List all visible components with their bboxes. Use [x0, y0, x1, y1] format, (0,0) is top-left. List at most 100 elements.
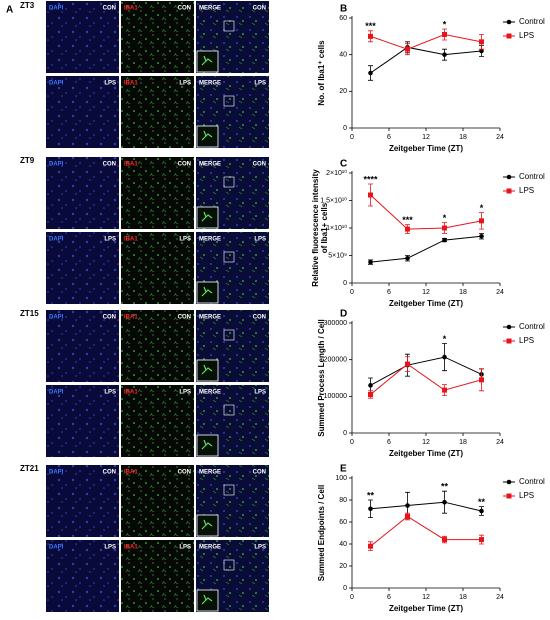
condition-label: CON: [178, 315, 191, 321]
legend-label: LPS: [519, 491, 534, 500]
inset-frame: [196, 434, 219, 457]
condition-label: LPS: [104, 81, 116, 87]
data-point: [479, 39, 484, 45]
panel-letter: A: [6, 5, 13, 16]
legend-label: LPS: [519, 31, 534, 40]
x-tick-label: 12: [422, 289, 430, 296]
time-label: ZT3: [20, 1, 35, 10]
significance: *: [443, 334, 447, 344]
x-tick-label: 24: [496, 134, 504, 141]
micrograph: [121, 310, 194, 382]
data-point: [405, 46, 410, 52]
channel-label: IBA1: [124, 390, 138, 396]
x-tick-label: 0: [350, 134, 354, 141]
y-tick-label: 60: [339, 15, 347, 22]
condition-label: LPS: [104, 237, 116, 243]
channel-label: IBA1: [124, 6, 138, 12]
x-axis-label: Zeitgeber Time (ZT): [389, 144, 463, 153]
y-axis-label: of Iba1+ cells: [320, 202, 329, 253]
micrograph: [46, 310, 119, 382]
y-tick-label: 1×10¹⁰: [326, 224, 347, 232]
inset-frame: [196, 359, 219, 382]
y-tick-label: 100: [335, 475, 347, 482]
inset-frame: [196, 514, 219, 537]
channel-label: IBA1: [124, 162, 138, 168]
legend-label: Control: [519, 477, 545, 486]
condition-label: CON: [253, 6, 266, 12]
data-point: [368, 70, 373, 76]
series-line: [370, 235, 482, 263]
condition-label: CON: [253, 470, 266, 476]
y-tick-label: 80: [339, 497, 347, 504]
inset-frame: [196, 206, 219, 229]
inset-source: [223, 329, 235, 341]
data-point: [368, 383, 373, 388]
condition-label: LPS: [254, 545, 266, 551]
series-line: [370, 363, 482, 395]
inset-source: [223, 176, 235, 188]
inset-frame: [196, 125, 219, 148]
time-label: ZT9: [20, 156, 35, 165]
x-tick-label: 18: [459, 134, 467, 141]
series-line: [370, 46, 482, 74]
x-tick-label: 18: [459, 439, 467, 446]
inset-frame: [196, 589, 219, 612]
channel-label: MERGE: [199, 470, 221, 476]
micrograph: [46, 465, 119, 537]
channel-label: DAPI: [49, 315, 64, 321]
legend-marker: [506, 33, 512, 39]
condition-label: CON: [103, 315, 116, 321]
condition-label: LPS: [179, 390, 191, 396]
channel-label: MERGE: [199, 81, 221, 87]
panel-letter: C: [340, 159, 347, 170]
panel-letter: E: [340, 464, 347, 475]
significance: **: [478, 497, 486, 507]
inset-frame: [196, 50, 219, 73]
significance: *: [443, 19, 447, 29]
inset-source: [223, 20, 235, 32]
y-tick-label: 20: [339, 563, 347, 570]
inset-source: [223, 251, 235, 263]
data-point: [405, 514, 410, 519]
series-line: [370, 356, 482, 386]
series-line: [370, 194, 482, 230]
channel-label: MERGE: [199, 545, 221, 551]
time-label: ZT21: [20, 464, 39, 473]
channel-label: DAPI: [49, 81, 64, 87]
channel-label: IBA1: [124, 470, 138, 476]
x-tick-label: 18: [459, 289, 467, 296]
data-point: [479, 508, 484, 514]
y-tick-label: 0: [343, 280, 347, 287]
legend-label: Control: [519, 17, 545, 26]
y-tick-label: 0: [343, 125, 347, 132]
condition-label: CON: [103, 6, 116, 12]
data-point: [479, 377, 484, 383]
legend-label: Control: [519, 322, 545, 331]
panel-letter: D: [340, 309, 347, 320]
data-point: [368, 392, 373, 397]
legend-marker: [506, 19, 512, 25]
condition-label: LPS: [254, 390, 266, 396]
data-point: [442, 537, 447, 543]
channel-label: MERGE: [199, 315, 221, 321]
x-tick-label: 0: [350, 289, 354, 296]
micrograph: [46, 1, 119, 73]
condition-label: LPS: [104, 545, 116, 551]
significance: *: [480, 203, 484, 213]
legend-marker: [506, 188, 512, 194]
data-point: [442, 32, 447, 37]
channel-label: DAPI: [49, 470, 64, 476]
y-tick-label: 40: [339, 52, 347, 59]
x-tick-label: 24: [496, 289, 504, 296]
condition-label: CON: [178, 162, 191, 168]
inset-source: [223, 404, 235, 416]
micrograph: [121, 232, 194, 304]
x-tick-label: 12: [422, 134, 430, 141]
data-point: [368, 259, 373, 265]
x-tick-label: 12: [422, 439, 430, 446]
y-tick-label: 40: [339, 541, 347, 548]
channel-label: IBA1: [124, 81, 138, 87]
data-point: [479, 233, 484, 239]
y-tick-label: 0: [343, 430, 347, 437]
